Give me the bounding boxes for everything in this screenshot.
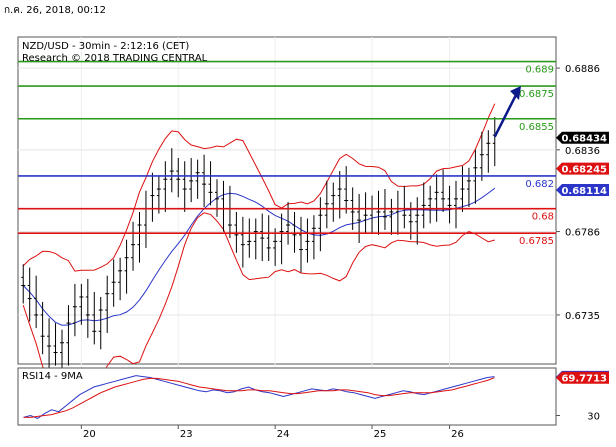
rsi-price-tag-box <box>556 371 609 384</box>
projection-arrow <box>493 85 521 138</box>
x-tick-label: 23 <box>180 429 193 440</box>
chart-title: NZD/USD - 30min - 2:12:16 (CET) <box>22 41 189 52</box>
level-label: 0.68 <box>532 212 554 223</box>
level-label: 0.682 <box>525 179 554 190</box>
y-tick-label: 0.6735 <box>565 311 600 322</box>
rsi-title: RSI14 - 9MA <box>22 371 83 382</box>
rsi-y-tick-label: 30 <box>587 412 600 423</box>
x-tick-label: 20 <box>83 429 96 440</box>
upper-band <box>22 103 496 272</box>
price-tag: 0.68114 <box>556 184 609 197</box>
x-tick-label: 26 <box>451 429 464 440</box>
main-y-axis: 0.6886 0.6836 0.6786 0.6735 <box>556 64 600 322</box>
timestamp: ก.ค. 26, 2018, 00:12 <box>4 5 106 16</box>
level-label: 0.6875 <box>519 89 554 100</box>
level-label: 0.6855 <box>519 122 554 133</box>
price-tag-label: 0.68245 <box>561 165 607 176</box>
y-tick-label: 0.6886 <box>565 64 600 75</box>
level-label: 0.6785 <box>519 236 554 247</box>
rsi-price-tag-label: 69.7713 <box>561 374 607 385</box>
price-tag-box <box>556 162 609 175</box>
main-price-tags: 0.68434 0.68245 0.68114 <box>556 131 609 197</box>
rsi-y-axis: 30 <box>556 412 600 423</box>
projection-line <box>493 90 520 138</box>
x-tick-label: 24 <box>277 429 290 440</box>
chart-subtitle: Research © 2018 TRADING CENTRAL <box>22 53 208 64</box>
rsi-price-tags: 70.604669.7713 <box>556 370 609 385</box>
price-tag: 0.68434 <box>556 131 609 145</box>
rsi-series-line <box>23 377 495 418</box>
y-tick-label: 0.6836 <box>565 146 600 157</box>
price-tag: 0.68245 <box>556 162 609 176</box>
moving-average <box>22 187 496 326</box>
projection-arrowhead <box>510 85 521 100</box>
levels: 0.689 0.6875 0.6855 0.682 0.68 0.6785 <box>18 60 556 247</box>
x-axis: 20 23 24 25 26 <box>80 425 464 440</box>
x-tick-label: 25 <box>374 429 387 440</box>
price-tag-box <box>556 184 609 197</box>
rsi-lines <box>23 375 495 419</box>
level-label: 0.689 <box>525 65 554 76</box>
price-tag-label: 0.68434 <box>561 134 607 145</box>
rsi-plot-frame <box>17 367 557 426</box>
y-tick-label: 0.6786 <box>565 228 600 239</box>
rsi-price-tag: 69.7713 <box>556 371 609 385</box>
price-tag-label: 0.68114 <box>561 186 607 197</box>
price-tag-box <box>556 131 609 144</box>
